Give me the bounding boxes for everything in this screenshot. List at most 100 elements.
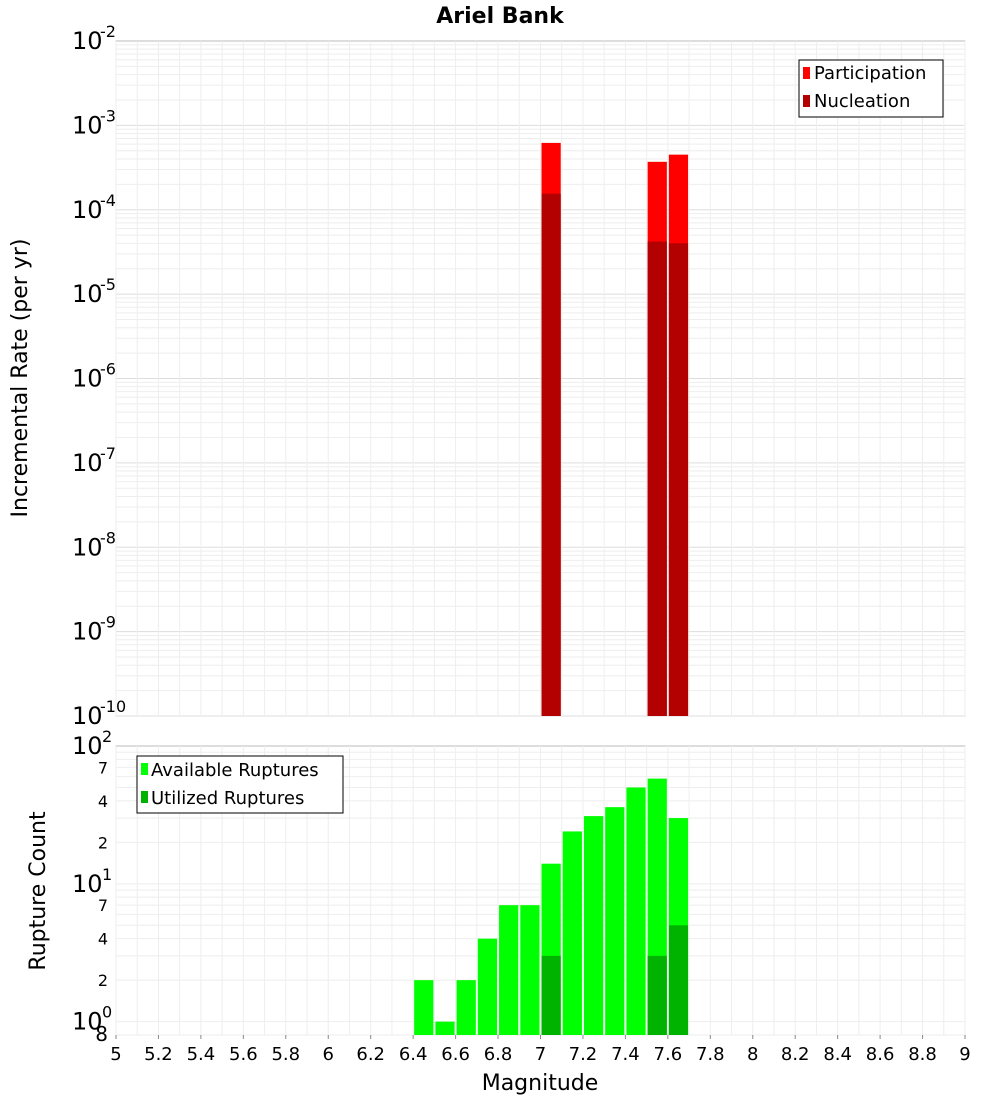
bottom-utilized-ruptures-bar [668,925,689,1035]
x-tick-label: 5.8 [271,1044,300,1065]
bottom-available-ruptures-bar [605,807,625,1035]
nucleation-swatch [803,95,810,107]
top-y-tick-base: 10 [72,449,103,477]
top-y-tick-label: 10-8 [72,528,116,561]
top-y-tick-base: 10 [72,702,103,730]
bottom-available-ruptures-bar [562,831,582,1035]
top-y-tick-exp: -3 [100,106,116,125]
top-y-tick-exp: -6 [100,360,116,379]
x-tick-label: 8.2 [781,1044,810,1065]
x-tick-label: 6.6 [441,1044,470,1065]
utilized-swatch [141,791,148,803]
top-y-tick-base: 10 [72,27,103,55]
bottom-available-ruptures-bar [499,905,519,1035]
top-y-tick-label: 10-4 [72,191,116,224]
bottom-y-minor-tick: 2 [98,971,108,990]
top-y-axis-label: Incremental Rate (per yr) [8,239,33,518]
x-tick-label: 7 [535,1044,546,1065]
bottom-legend-box [136,755,344,814]
x-tick-label: 8.6 [866,1044,895,1065]
bottom-y-major-tick: 10 1 [72,865,112,898]
top-nucleation-bar [647,241,667,717]
available-swatch [141,763,148,775]
top-legend-box [798,59,944,118]
bottom-available-ruptures-bar [626,787,646,1035]
bottom-grid [115,746,966,1036]
top-y-tick-exp: -4 [100,191,116,210]
top-y-tick-exp: -5 [100,275,116,294]
top-y-tick-exp: -7 [100,444,116,463]
top-nucleation-bar [541,193,561,716]
x-tick-label: 9 [959,1044,970,1065]
bottom-available-ruptures-bar [520,905,540,1035]
x-tick-label: 7.2 [569,1044,598,1065]
bottom-y-major-tick: 10 2 [72,727,112,760]
bottom-y-tick-exp: 2 [102,727,112,746]
top-y-tick-label: 10-3 [72,106,116,139]
x-tick-label: 7.6 [654,1044,683,1065]
legend-participation: Participation [814,63,926,84]
x-tick-label: 6.2 [356,1044,385,1065]
bottom-legend: Available Ruptures Utilized Ruptures [136,755,344,814]
x-tick-label: 8.8 [908,1044,937,1065]
top-y-tick-label: 10-7 [72,444,116,477]
participation-swatch [803,67,810,79]
bottom-y-major-tick: 10 0 [72,1003,112,1036]
top-legend: Participation Nucleation [798,59,944,118]
bottom-utilized-ruptures-bar [541,955,561,1035]
x-tick-label: 7.8 [696,1044,725,1065]
top-y-tick-base: 10 [72,196,103,224]
top-y-tick-base: 10 [72,533,103,561]
bottom-y-tick-base: 10 [72,732,103,760]
bottom-bars [414,778,689,1035]
bottom-y-minor-tick: 4 [98,930,108,949]
top-y-tick-base: 10 [72,618,103,646]
top-y-tick-exp: -10 [100,697,126,716]
x-tick-label: 7.4 [611,1044,640,1065]
top-y-tick-base: 10 [72,111,103,139]
bottom-y-minor-tick: 2 [98,833,108,852]
bottom-available-ruptures-bar [477,938,498,1035]
top-y-tick-exp: -9 [100,613,116,632]
top-nucleation-bar [668,243,689,717]
x-tick-label: 5 [110,1044,121,1065]
bottom-y-minor-tick: 8 [95,1022,108,1046]
top-y-tick-base: 10 [72,280,103,308]
top-grid [115,41,966,717]
bottom-y-tick-exp: 0 [102,1003,112,1022]
bottom-y-minor-tick: 7 [98,758,108,777]
bottom-utilized-ruptures-bar [647,955,667,1035]
x-tick-label: 5.4 [187,1044,216,1065]
x-axis-label: Magnitude [482,1071,599,1096]
top-y-tick-base: 10 [72,365,103,393]
top-y-tick-label: 10-2 [72,22,116,55]
top-y-tick-label: 10-9 [72,613,116,646]
top-y-tick-label: 10-10 [72,697,126,730]
top-y-tick-exp: -2 [100,22,116,41]
x-tick-label: 8 [747,1044,758,1065]
bottom-available-ruptures-bar [583,816,604,1035]
legend-utilized: Utilized Ruptures [151,788,304,809]
bottom-available-ruptures-bar [456,980,476,1035]
bottom-y-tick-base: 10 [72,870,103,898]
top-y-tick-label: 10-5 [72,275,116,308]
bottom-y-minor-tick: 4 [98,792,108,811]
bottom-y-axis-label: Rupture Count [26,811,51,971]
top-y-tick-exp: -8 [100,528,116,547]
x-tick-label: 6 [323,1044,334,1065]
bottom-y-minor-tick: 7 [98,896,108,915]
bottom-y-tick-base: 10 [72,1008,103,1036]
bottom-available-ruptures-bar [435,1021,455,1035]
x-tick-label: 5.2 [144,1044,173,1065]
top-bars [541,142,689,717]
x-tick-label: 6.8 [484,1044,513,1065]
top-y-tick-label: 10-6 [72,360,116,393]
bottom-available-ruptures-bar [414,980,434,1035]
bottom-y-tick-exp: 1 [102,865,112,884]
